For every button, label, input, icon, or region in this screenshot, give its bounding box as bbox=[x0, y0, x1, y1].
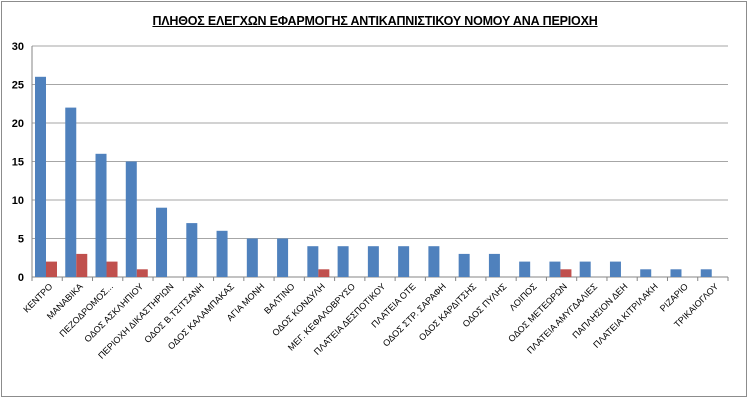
bar bbox=[519, 261, 531, 277]
bar bbox=[125, 161, 137, 277]
bar bbox=[95, 153, 107, 277]
bar bbox=[488, 253, 500, 277]
bar bbox=[156, 207, 168, 277]
bar bbox=[318, 269, 330, 277]
bar bbox=[670, 269, 682, 277]
bar bbox=[136, 269, 148, 277]
y-tick-label: 15 bbox=[12, 157, 24, 169]
bar bbox=[246, 238, 258, 277]
bar bbox=[367, 246, 379, 277]
bar bbox=[307, 246, 319, 277]
x-category-label: ΠΕΖΟΔΡΟΜΟΣ... bbox=[58, 281, 116, 339]
chart-title: ΠΛΗΘΟΣ ΕΛΕΓΧΩΝ ΕΦΑΡΜΟΓΗΣ ΑΝΤΙΚΑΠΝΙΣΤΙΚΟΥ… bbox=[152, 14, 598, 28]
bar bbox=[216, 230, 228, 277]
bar bbox=[549, 261, 561, 277]
bar bbox=[640, 269, 652, 277]
bar bbox=[398, 246, 410, 277]
bar bbox=[579, 261, 591, 277]
bar bbox=[76, 253, 88, 277]
bar bbox=[277, 238, 289, 277]
bar bbox=[35, 76, 46, 277]
y-tick-label: 30 bbox=[12, 41, 24, 53]
x-category-label: ΠΑΠΛΗΣΙΟΝ ΔΕΗ bbox=[570, 281, 629, 340]
bar bbox=[560, 269, 572, 277]
bar bbox=[65, 107, 77, 277]
bar bbox=[106, 261, 118, 277]
y-tick-label: 25 bbox=[12, 80, 24, 92]
x-category-label: ΟΔΟΣ ΚΟΝΔΥΛΗ bbox=[270, 281, 327, 338]
y-tick-label: 5 bbox=[18, 234, 24, 246]
y-tick-label: 0 bbox=[18, 272, 24, 284]
bar bbox=[609, 261, 621, 277]
bar bbox=[186, 223, 198, 277]
bar bbox=[428, 246, 440, 277]
bar bbox=[700, 269, 712, 277]
y-tick-label: 20 bbox=[12, 118, 24, 130]
bar bbox=[458, 253, 470, 277]
y-tick-label: 10 bbox=[12, 195, 24, 207]
bar bbox=[337, 246, 349, 277]
bar bbox=[46, 261, 57, 277]
x-category-label: ΟΔΟΣ ΚΑΡΔΙΤΣΗΣ bbox=[417, 281, 479, 343]
